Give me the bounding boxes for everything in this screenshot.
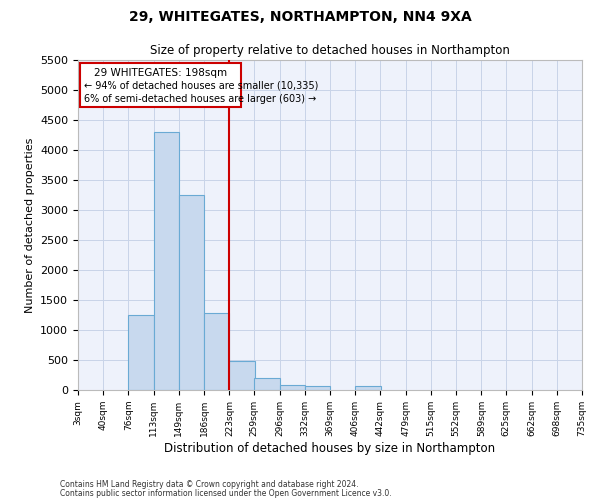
Text: 29 WHITEGATES: 198sqm: 29 WHITEGATES: 198sqm (94, 68, 227, 78)
Title: Size of property relative to detached houses in Northampton: Size of property relative to detached ho… (150, 44, 510, 58)
Bar (128, 315, 154, 390)
Y-axis label: Number of detached properties: Number of detached properties (25, 138, 35, 312)
Bar (355, 386, 381, 390)
Bar (305, 386, 330, 390)
X-axis label: Distribution of detached houses by size in Northampton: Distribution of detached houses by size … (164, 442, 496, 454)
Bar (280, 385, 305, 390)
Text: 6% of semi-detached houses are larger (603) →: 6% of semi-detached houses are larger (6… (84, 94, 316, 104)
Text: 29, WHITEGATES, NORTHAMPTON, NN4 9XA: 29, WHITEGATES, NORTHAMPTON, NN4 9XA (128, 10, 472, 24)
Text: Contains public sector information licensed under the Open Government Licence v3: Contains public sector information licen… (60, 488, 392, 498)
Bar (204, 313, 229, 390)
Text: Contains HM Land Registry data © Crown copyright and database right 2024.: Contains HM Land Registry data © Crown c… (60, 480, 359, 489)
Bar (229, 360, 255, 390)
Bar (179, 195, 204, 390)
FancyBboxPatch shape (80, 63, 241, 107)
Text: ← 94% of detached houses are smaller (10,335): ← 94% of detached houses are smaller (10… (84, 81, 319, 91)
Bar (154, 132, 179, 390)
Bar (254, 378, 280, 390)
